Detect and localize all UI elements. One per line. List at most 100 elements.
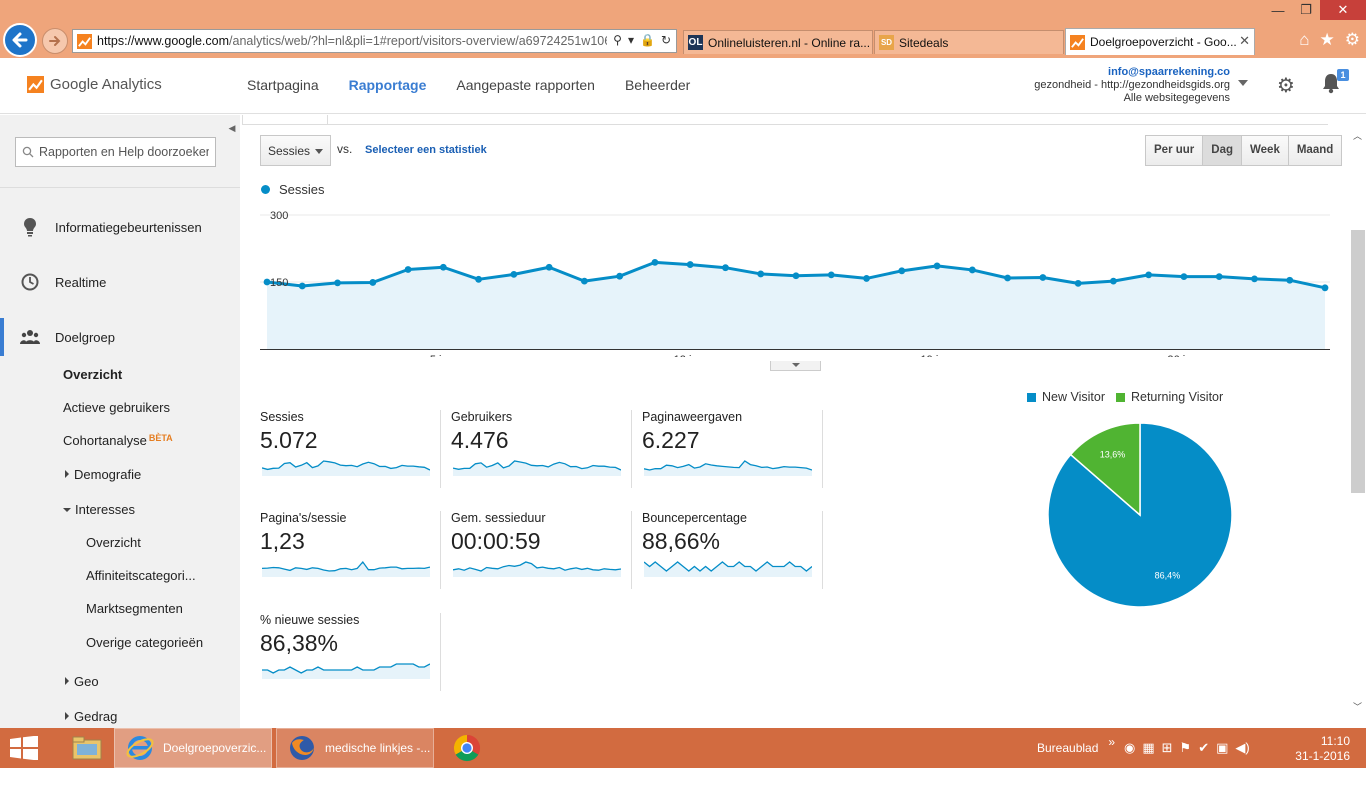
sidebar-sub-actieve-gebruikers[interactable]: Actieve gebruikers <box>63 400 170 415</box>
close-window-button[interactable]: ✕ <box>1320 0 1366 20</box>
gear-icon[interactable]: ⚙ <box>1277 75 1295 97</box>
pie-legend-new-visitor[interactable]: New Visitor <box>1027 390 1105 404</box>
data-point[interactable] <box>1145 271 1153 279</box>
data-point[interactable] <box>968 266 976 274</box>
settings-gear-icon[interactable]: ⚙ <box>1344 30 1360 49</box>
data-point[interactable] <box>1004 274 1011 282</box>
data-point[interactable] <box>439 263 447 271</box>
scorecard-bouncepercentage[interactable]: Bouncepercentage 88,66% <box>642 511 823 589</box>
star-icon[interactable]: ★ <box>1319 30 1335 49</box>
sidebar-item-realtime[interactable]: Realtime <box>20 272 106 292</box>
sidebar-sub-marktsegmenten[interactable]: Marktsegmenten <box>86 601 183 616</box>
close-tab-icon[interactable]: ✕ <box>1239 33 1250 48</box>
sidebar-sub-overige-categorieen[interactable]: Overige categorieën <box>86 635 204 650</box>
taskbar-item-firefox[interactable]: medische linkjes -... <box>276 728 434 768</box>
select-statistic-link[interactable]: Selecteer een statistiek <box>365 144 487 156</box>
sidebar-item-informatiegebeurtenissen[interactable]: Informatiegebeurtenissen <box>20 217 202 237</box>
chart-legend-label[interactable]: Sessies <box>279 182 325 197</box>
data-point[interactable] <box>1321 284 1329 292</box>
data-point[interactable] <box>334 279 341 287</box>
tray-app-icon[interactable]: ◉ <box>1124 740 1136 755</box>
search-icon[interactable]: ⚲ <box>613 33 622 47</box>
sidebar-sub-geo[interactable]: Geo <box>65 674 99 689</box>
data-point[interactable] <box>1074 279 1082 287</box>
data-point[interactable] <box>757 270 765 278</box>
page-scrollbar[interactable]: ︿ ﹀ <box>1350 115 1366 728</box>
pie-slice-returning-visitor[interactable] <box>1069 422 1141 517</box>
period-dag-button[interactable]: Dag <box>1203 136 1242 165</box>
home-icon[interactable]: ⌂ <box>1299 30 1310 49</box>
taskbar-item-internet-explorer[interactable]: Doelgroepoverzic... <box>114 728 272 768</box>
pie-legend-returning-visitor[interactable]: Returning Visitor <box>1115 390 1223 404</box>
data-point[interactable] <box>1110 277 1117 285</box>
tray-grid-icon[interactable]: ▦ <box>1142 740 1155 755</box>
scorecard-sessies[interactable]: Sessies 5.072 <box>260 410 441 488</box>
period-maand-button[interactable]: Maand <box>1288 136 1342 165</box>
nav-beheerder[interactable]: Beheerder <box>624 77 691 93</box>
data-point[interactable] <box>510 271 518 278</box>
scroll-down-icon[interactable]: ﹀ <box>1353 702 1363 712</box>
data-point[interactable] <box>933 262 941 270</box>
data-point[interactable] <box>581 277 588 285</box>
back-button[interactable] <box>3 23 37 57</box>
network-icon[interactable]: ▣ <box>1216 740 1229 755</box>
browser-tab-sitedeals[interactable]: SD Sitedeals <box>874 30 1064 54</box>
tray-windows-icon[interactable]: ⊞ <box>1161 740 1173 755</box>
data-point[interactable] <box>404 266 412 273</box>
taskbar-file-explorer[interactable] <box>62 728 106 768</box>
data-point[interactable] <box>1039 274 1047 281</box>
tray-chevron-icon[interactable]: » <box>1108 735 1116 749</box>
nav-rapportage[interactable]: Rapportage <box>348 77 427 93</box>
dropdown-icon[interactable]: ▾ <box>627 33 634 47</box>
period-week-button[interactable]: Week <box>1242 136 1289 165</box>
google-analytics-logo[interactable]: Google Analytics <box>27 76 162 93</box>
refresh-icon[interactable]: ↻ <box>660 33 671 47</box>
sidebar-sub-interesses[interactable]: Interesses <box>63 502 135 517</box>
url-text[interactable]: https://www.google.com/analytics/web/?hl… <box>97 34 607 48</box>
taskbar-clock[interactable]: 11:10 31-1-2016 <box>1292 734 1350 764</box>
data-point[interactable] <box>686 261 694 268</box>
scorecard-paginaweergaven[interactable]: Paginaweergaven 6.227 <box>642 410 823 488</box>
nav-aangepaste-rapporten[interactable]: Aangepaste rapporten <box>456 77 595 93</box>
taskbar-chrome[interactable] <box>442 728 492 768</box>
sidebar-sub-overzicht[interactable]: Overzicht <box>63 367 123 382</box>
data-point[interactable] <box>475 275 482 283</box>
sidebar-sub-cohortanalyse[interactable]: Cohortanalyse BÈTA <box>63 433 173 448</box>
account-selector[interactable]: info@spaarrekening.co gezondheid - http:… <box>1034 66 1230 105</box>
data-point[interactable] <box>298 282 306 290</box>
scorecard-nieuwe-sessies[interactable]: % nieuwe sessies 86,38% <box>260 613 441 691</box>
data-point[interactable] <box>827 271 835 279</box>
data-point[interactable] <box>863 275 870 282</box>
address-bar[interactable]: https://www.google.com/analytics/web/?hl… <box>72 29 677 53</box>
sidebar-sub-interesses-overzicht[interactable]: Overzicht <box>86 535 141 550</box>
chart-expand-handle[interactable] <box>770 361 821 371</box>
volume-icon[interactable]: ◀) <box>1235 740 1250 755</box>
data-point[interactable] <box>651 258 659 266</box>
sidebar-sub-demografie[interactable]: Demografie <box>65 467 141 482</box>
sidebar-sub-gedrag[interactable]: Gedrag <box>65 709 117 724</box>
forward-button[interactable] <box>42 28 68 54</box>
minimize-button[interactable]: — <box>1271 2 1285 18</box>
scorecard-gem-sessieduur[interactable]: Gem. sessieduur 00:00:59 <box>451 511 632 589</box>
scroll-thumb[interactable] <box>1351 230 1365 493</box>
browser-tab-doelgroepoverzicht[interactable]: Doelgroepoverzicht - Goo... ✕ <box>1065 28 1255 55</box>
lock-icon[interactable]: 🔒 <box>639 33 655 47</box>
data-point[interactable] <box>369 279 377 286</box>
data-point[interactable] <box>616 272 624 280</box>
data-point[interactable] <box>792 272 800 280</box>
windows-start-icon[interactable] <box>10 736 38 760</box>
bell-icon[interactable] <box>1321 72 1341 94</box>
data-point[interactable] <box>545 263 553 271</box>
metric-select[interactable]: Sessies <box>260 135 331 166</box>
scorecard-gebruikers[interactable]: Gebruikers 4.476 <box>451 410 632 488</box>
maximize-button[interactable]: ❐ <box>1300 2 1312 17</box>
scroll-up-icon[interactable]: ︿ <box>1353 131 1363 141</box>
search-input[interactable] <box>39 145 209 159</box>
data-point[interactable] <box>1251 275 1258 283</box>
sidebar-collapse-button[interactable]: ◀ <box>228 122 236 133</box>
data-point[interactable] <box>1286 276 1294 284</box>
data-point[interactable] <box>898 267 906 275</box>
data-point[interactable] <box>263 278 271 286</box>
flag-icon[interactable]: ⚑ <box>1179 740 1192 755</box>
system-tray-desktop[interactable]: Bureaublad » <box>1037 728 1115 768</box>
